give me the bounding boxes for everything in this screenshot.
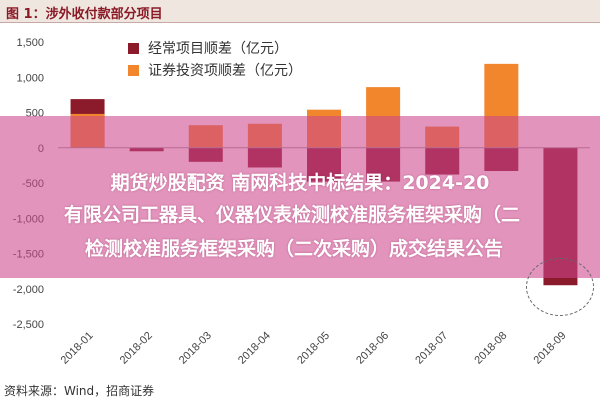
x-tick-label: 2018-08 <box>472 330 509 367</box>
figure-title: 图 1：涉外收付款部分项目 <box>6 7 163 22</box>
x-tick-label: 2018-06 <box>354 330 391 367</box>
x-tick-label: 2018-01 <box>59 330 96 367</box>
legend-swatch-1 <box>128 43 139 54</box>
y-tick-label: 1,500 <box>16 37 44 49</box>
overlay-line-3: 检测校准服务框架采购（二次采购）成交结果公告 <box>84 238 503 260</box>
legend-label-1: 经常项目顺差（亿元） <box>148 41 288 57</box>
x-tick-label: 2018-09 <box>532 330 569 367</box>
y-tick-label: 1,000 <box>16 72 44 84</box>
figure-header: 图 1：涉外收付款部分项目 <box>0 0 600 23</box>
legend-swatch-2 <box>128 65 139 76</box>
x-tick-label: 2018-03 <box>177 330 214 367</box>
y-tick-label: -2,500 <box>13 319 44 331</box>
overlay-line-2: 有限公司工器具、仪器仪表检测校准服务框架采购（二 <box>63 204 520 226</box>
x-tick-label: 2018-02 <box>118 330 155 367</box>
x-tick-label: 2018-05 <box>295 330 332 367</box>
legend-label-2: 证券投资项顺差（亿元） <box>148 63 302 79</box>
y-tick-label: -2,000 <box>13 284 44 296</box>
x-tick-label: 2018-07 <box>413 330 450 367</box>
overlay-line-1: 期货炒股配资 南网科技中标结果：2024-20 <box>110 172 490 194</box>
x-tick-label: 2018-04 <box>236 330 273 367</box>
source-note: 资料来源：Wind，招商证券 <box>4 384 155 398</box>
highlight-ellipse <box>526 258 594 316</box>
news-overlay-banner: 期货炒股配资 南网科技中标结果：2024-20 有限公司工器具、仪器仪表检测校准… <box>0 116 600 278</box>
